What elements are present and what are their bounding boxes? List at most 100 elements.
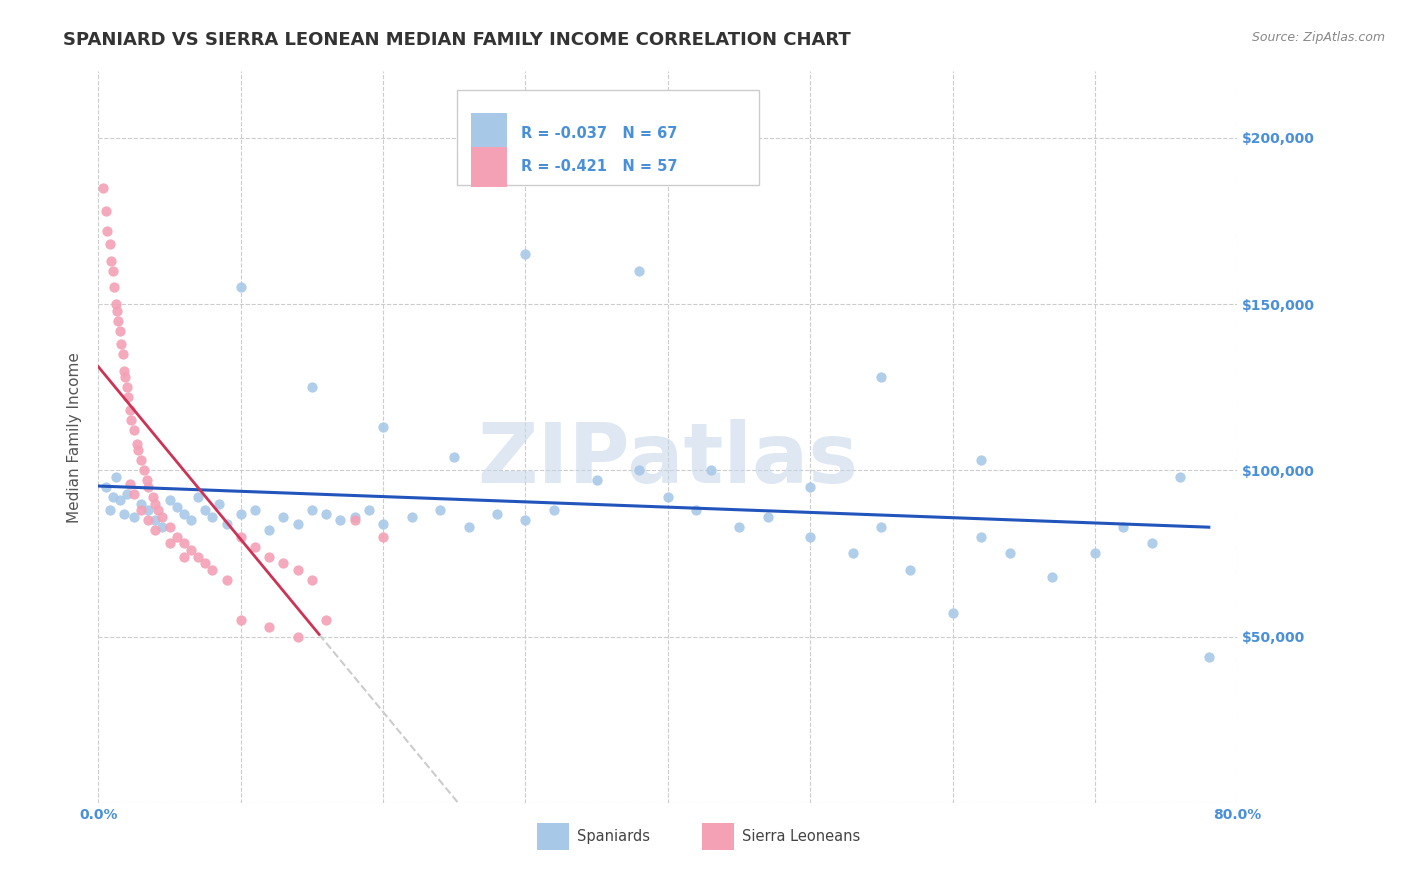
- Point: [357, 503, 380, 517]
- Point: [1112, 520, 1135, 534]
- Point: [343, 509, 366, 524]
- Point: [166, 530, 188, 544]
- Point: [1170, 470, 1192, 484]
- Point: [98, 503, 121, 517]
- Text: ZIPatlas: ZIPatlas: [478, 418, 858, 500]
- Point: [125, 436, 148, 450]
- Point: [129, 497, 152, 511]
- Point: [287, 563, 309, 577]
- Point: [870, 370, 893, 384]
- Point: [141, 490, 163, 504]
- Point: [159, 536, 181, 550]
- Point: [132, 463, 155, 477]
- Point: [91, 180, 114, 194]
- Point: [166, 500, 188, 514]
- Point: [229, 507, 252, 521]
- Point: [118, 403, 141, 417]
- Point: [98, 237, 121, 252]
- Point: [94, 480, 117, 494]
- Point: [194, 557, 217, 571]
- Point: [315, 507, 337, 521]
- Point: [107, 314, 129, 328]
- Point: [215, 573, 238, 587]
- Point: [111, 347, 134, 361]
- Point: [120, 413, 142, 427]
- Point: [215, 516, 238, 531]
- Point: [180, 543, 202, 558]
- Point: [699, 463, 721, 477]
- Point: [301, 380, 323, 394]
- Point: [145, 523, 167, 537]
- Point: [799, 480, 821, 494]
- Point: [243, 503, 266, 517]
- Point: [115, 380, 138, 394]
- Point: [101, 264, 124, 278]
- Point: [127, 443, 149, 458]
- Point: [129, 453, 152, 467]
- Point: [301, 503, 323, 517]
- Y-axis label: Median Family Income: Median Family Income: [67, 351, 83, 523]
- Text: Source: ZipAtlas.com: Source: ZipAtlas.com: [1251, 31, 1385, 45]
- Point: [970, 530, 993, 544]
- Point: [628, 463, 651, 477]
- Point: [486, 507, 509, 521]
- Point: [273, 509, 295, 524]
- Point: [194, 503, 217, 517]
- Point: [259, 523, 281, 537]
- Point: [136, 480, 159, 494]
- Point: [429, 503, 451, 517]
- Point: [105, 303, 128, 318]
- Text: SPANIARD VS SIERRA LEONEAN MEDIAN FAMILY INCOME CORRELATION CHART: SPANIARD VS SIERRA LEONEAN MEDIAN FAMILY…: [63, 31, 851, 49]
- Text: Sierra Leoneans: Sierra Leoneans: [742, 829, 860, 844]
- Point: [187, 549, 209, 564]
- Point: [180, 513, 202, 527]
- Point: [799, 530, 821, 544]
- Point: [229, 613, 252, 627]
- Point: [229, 280, 252, 294]
- Point: [373, 530, 395, 544]
- Point: [129, 503, 152, 517]
- Point: [243, 540, 266, 554]
- Point: [229, 530, 252, 544]
- Point: [208, 497, 231, 511]
- Point: [122, 486, 145, 500]
- Point: [898, 563, 921, 577]
- Point: [152, 520, 174, 534]
- Point: [136, 513, 159, 527]
- Point: [970, 453, 993, 467]
- Point: [842, 546, 865, 560]
- Point: [115, 486, 138, 500]
- Point: [329, 513, 352, 527]
- Point: [173, 549, 195, 564]
- Bar: [471, 146, 508, 187]
- Point: [104, 470, 127, 484]
- Point: [145, 497, 167, 511]
- Point: [515, 513, 537, 527]
- Point: [187, 490, 209, 504]
- Point: [628, 264, 651, 278]
- Text: R = -0.037   N = 67: R = -0.037 N = 67: [522, 126, 678, 141]
- Point: [728, 520, 751, 534]
- Point: [152, 509, 174, 524]
- Point: [104, 297, 127, 311]
- Text: Spaniards: Spaniards: [576, 829, 650, 844]
- Point: [443, 450, 465, 464]
- Point: [201, 509, 224, 524]
- Point: [259, 619, 281, 633]
- Point: [118, 476, 141, 491]
- Point: [942, 607, 965, 621]
- Point: [315, 613, 337, 627]
- Point: [173, 507, 195, 521]
- Point: [159, 520, 181, 534]
- Point: [287, 516, 309, 531]
- Point: [756, 509, 779, 524]
- FancyBboxPatch shape: [457, 90, 759, 185]
- Point: [657, 490, 679, 504]
- Point: [373, 516, 395, 531]
- Text: R = -0.421   N = 57: R = -0.421 N = 57: [522, 160, 678, 174]
- Point: [96, 224, 118, 238]
- Point: [117, 390, 139, 404]
- Point: [1040, 570, 1063, 584]
- Point: [114, 370, 136, 384]
- Point: [108, 324, 131, 338]
